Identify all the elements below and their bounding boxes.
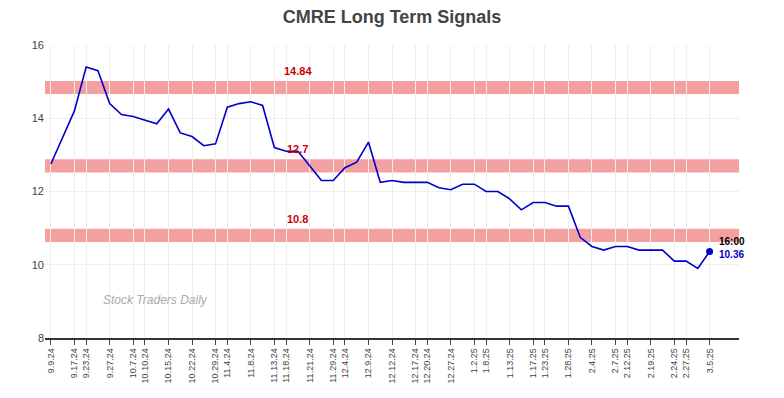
svg-text:12.7: 12.7 [287,143,308,155]
svg-text:1.23.25: 1.23.25 [540,348,550,378]
svg-text:9.27.24: 9.27.24 [105,348,115,378]
svg-text:16:00: 16:00 [719,236,745,247]
svg-text:3.5.25: 3.5.25 [705,348,715,373]
svg-text:12.9.24: 12.9.24 [363,348,373,378]
svg-text:2.24.25: 2.24.25 [669,348,679,378]
svg-text:10.7.24: 10.7.24 [128,348,138,378]
svg-text:9.17.24: 9.17.24 [69,348,79,378]
svg-text:1.8.25: 1.8.25 [481,348,491,373]
svg-text:10.15.24: 10.15.24 [163,348,173,383]
svg-text:11.21.24: 11.21.24 [305,348,315,382]
svg-text:11.13.24: 11.13.24 [269,348,279,382]
svg-text:2.7.25: 2.7.25 [610,348,620,373]
svg-text:14.84: 14.84 [284,65,312,77]
svg-text:11.4.24: 11.4.24 [222,348,232,377]
svg-text:2.4.25: 2.4.25 [587,348,597,373]
svg-text:12.27.24: 12.27.24 [446,348,456,383]
svg-text:10.29.24: 10.29.24 [210,348,220,383]
svg-text:CMRE Long Term Signals: CMRE Long Term Signals [283,7,502,27]
svg-text:1.13.25: 1.13.25 [505,348,515,378]
svg-text:11.29.24: 11.29.24 [328,348,338,382]
svg-text:8: 8 [38,332,44,344]
svg-text:12: 12 [32,185,44,197]
svg-text:12.20.24: 12.20.24 [422,348,432,383]
svg-text:14: 14 [32,112,44,124]
svg-text:11.18.24: 11.18.24 [281,348,291,382]
svg-text:1.17.25: 1.17.25 [528,348,538,378]
svg-text:2.12.25: 2.12.25 [622,348,632,378]
svg-text:12.12.24: 12.12.24 [387,348,397,383]
svg-text:1.2.25: 1.2.25 [469,348,479,373]
svg-text:1.28.25: 1.28.25 [563,348,573,378]
svg-text:10.10.24: 10.10.24 [140,348,150,383]
svg-text:12.4.24: 12.4.24 [340,348,350,378]
svg-text:10.8: 10.8 [287,213,308,225]
svg-text:9.23.24: 9.23.24 [81,348,91,378]
svg-text:Stock Traders Daily: Stock Traders Daily [103,293,208,307]
svg-text:12.17.24: 12.17.24 [410,348,420,383]
svg-text:2.27.25: 2.27.25 [681,348,691,378]
svg-text:10: 10 [32,259,44,271]
svg-text:10.22.24: 10.22.24 [187,348,197,383]
svg-text:2.19.25: 2.19.25 [646,348,656,378]
svg-text:16: 16 [32,39,44,51]
svg-text:11.8.24: 11.8.24 [246,348,256,377]
svg-text:9.9.24: 9.9.24 [46,348,56,373]
svg-text:10.36: 10.36 [719,249,744,260]
